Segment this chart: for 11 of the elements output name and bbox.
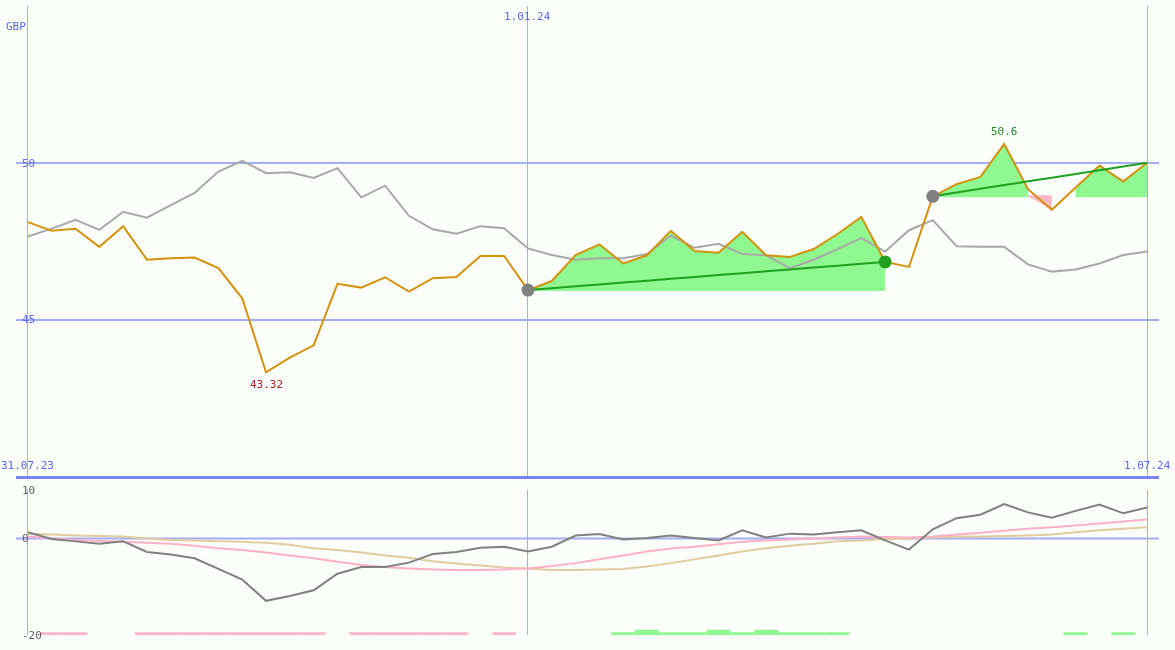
y-tick-label: 10	[22, 483, 36, 497]
y-tick-label: -20	[22, 629, 42, 643]
x-tick-label: 1.07.24	[1124, 459, 1171, 472]
data-label: 43.32	[250, 378, 284, 391]
x-tick-label: 31.07.23	[1, 459, 54, 472]
y-axis-title: GBP	[6, 20, 27, 33]
data-label: 50.6	[991, 125, 1018, 138]
x-tick-label: 1.01.24	[504, 10, 551, 23]
y-tick-label: 45	[22, 313, 36, 327]
y-tick-label: 0	[22, 532, 29, 546]
y-tick-label: 50	[22, 156, 36, 170]
